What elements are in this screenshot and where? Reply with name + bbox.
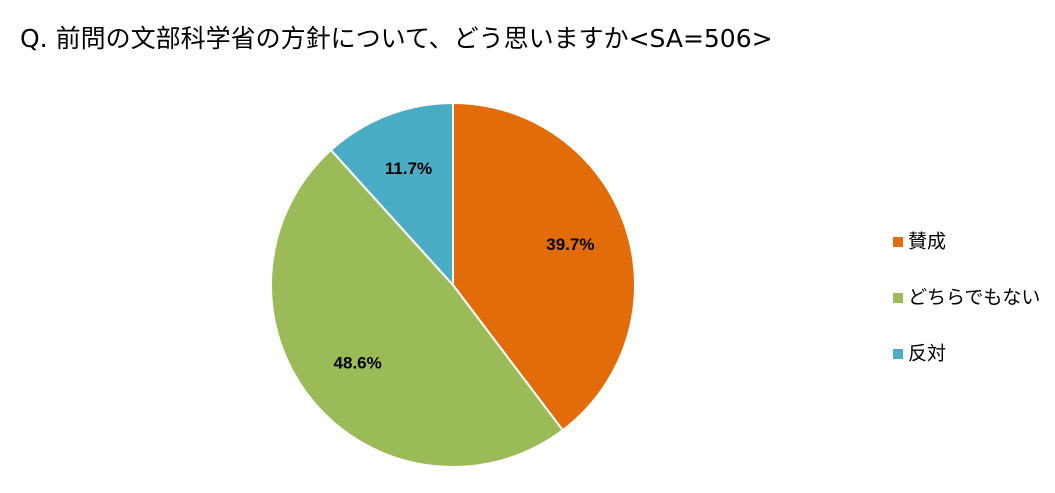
legend-label: 賛成 bbox=[908, 231, 946, 253]
pie-slice bbox=[270, 148, 565, 468]
data-label: 48.6% bbox=[334, 353, 382, 372]
chart-title: Q. 前問の文部科学省の方針について、どう思いますか<SA=506> bbox=[20, 24, 773, 53]
legend-label: どちらでもない bbox=[908, 287, 1040, 309]
data-label: 39.7% bbox=[546, 235, 594, 254]
pie-slice bbox=[329, 101, 454, 288]
legend-swatch bbox=[893, 349, 903, 359]
legend-swatch bbox=[893, 293, 903, 303]
legend-swatch bbox=[893, 237, 903, 247]
pie-slice bbox=[452, 101, 636, 432]
legend-label: 反対 bbox=[908, 343, 946, 365]
data-label: 11.7% bbox=[385, 159, 432, 178]
